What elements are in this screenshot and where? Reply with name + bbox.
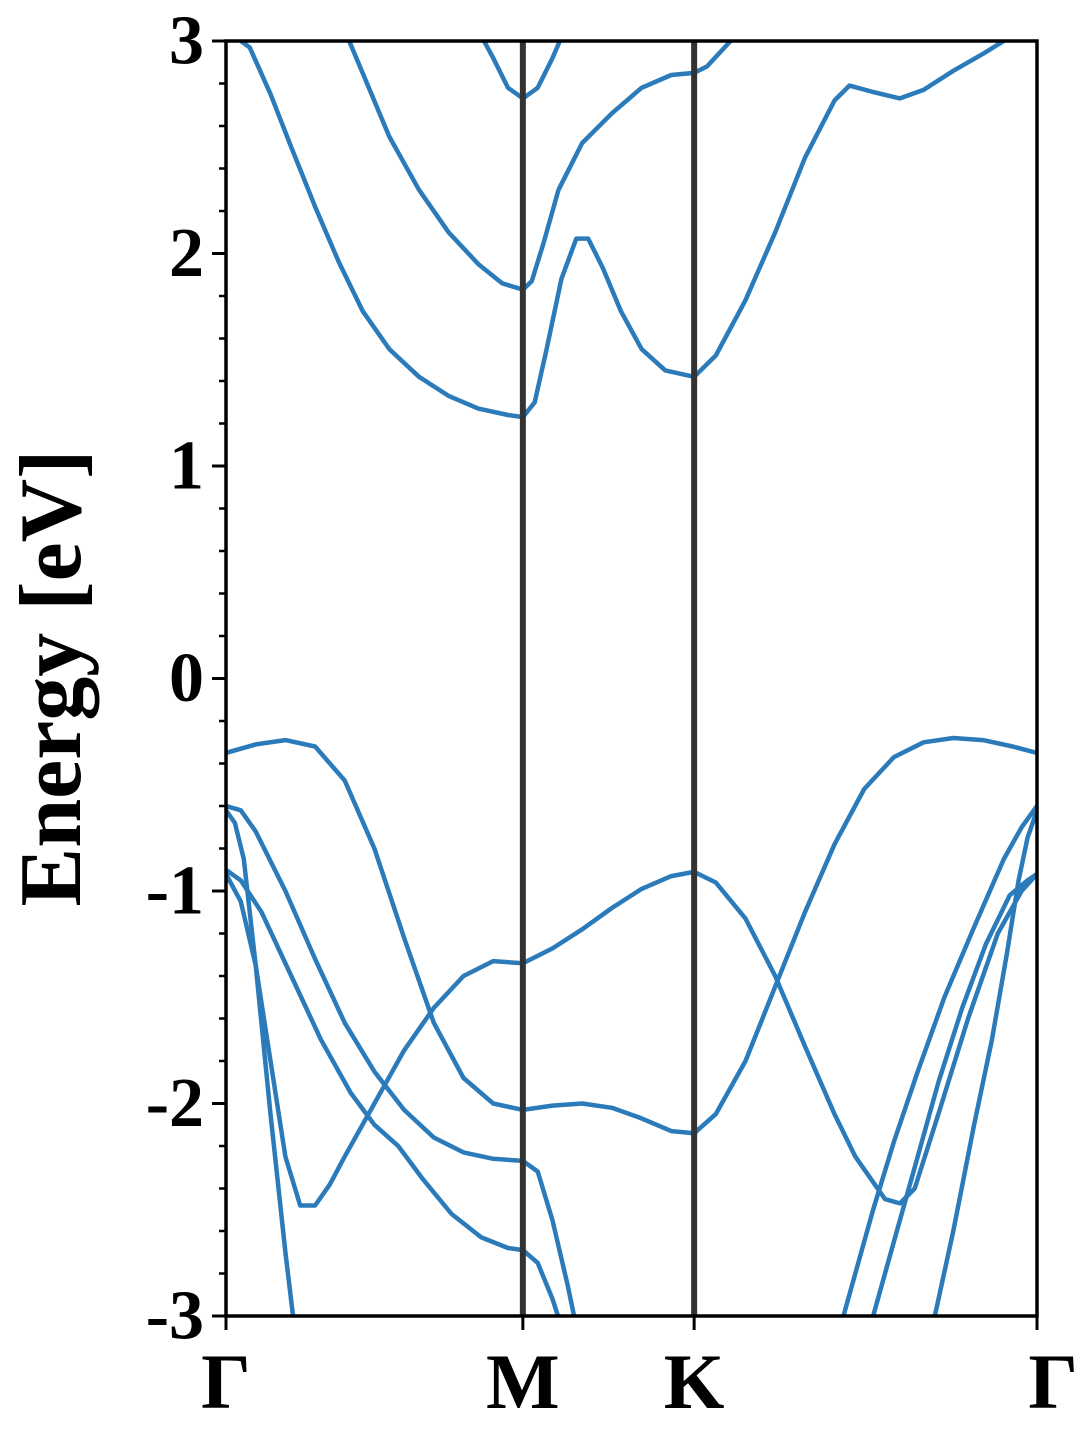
x-tick-label: Γ [1028,1338,1078,1425]
y-axis-label: Energy [eV] [3,450,100,907]
y-tick-label: -1 [146,853,204,930]
y-tick-label: 0 [169,640,204,717]
x-tick-label: M [486,1338,560,1425]
y-tick-label: 2 [169,215,204,292]
x-tick-label: Γ [201,1338,251,1425]
band-line-11 [932,808,1037,1316]
x-tick-label: K [664,1338,725,1425]
axes [212,39,1039,1330]
band-line-6 [226,867,561,1316]
band-line-9 [841,803,1037,1316]
band-line-1 [236,41,1008,420]
band-line-10 [870,871,1037,1316]
plot-frame [224,39,1039,1318]
band-line-7 [226,869,1037,1208]
band-line-8 [226,808,296,1316]
y-tick-label: 3 [169,3,204,80]
band-line-4 [226,735,1037,1136]
y-tick-label: -2 [146,1065,204,1142]
band-line-2 [346,41,734,292]
high-symmetry-lines [519,41,698,1316]
y-tick-label: -3 [146,1278,204,1355]
y-tick-label: 1 [169,428,204,505]
band-lines [226,41,1037,1316]
band-line-5 [226,803,577,1316]
